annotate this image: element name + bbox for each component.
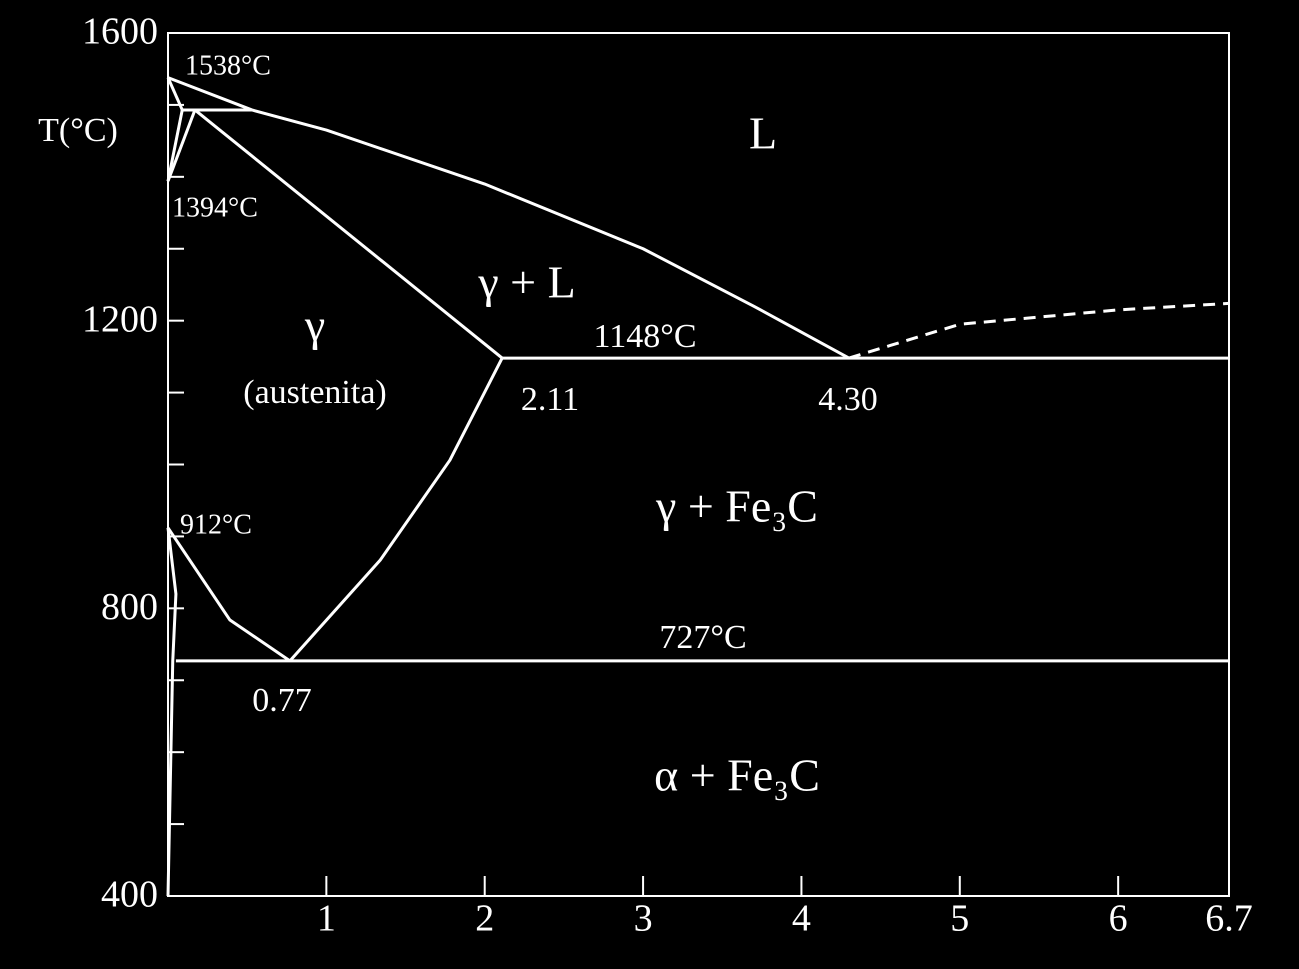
phase-boundary bbox=[166, 526, 291, 663]
phase-boundary bbox=[167, 76, 850, 360]
annotation: γ bbox=[304, 300, 325, 351]
x-tick-label: 1 bbox=[317, 898, 336, 940]
x-tick-label: 5 bbox=[950, 898, 969, 940]
x-tick-label: 2 bbox=[475, 898, 494, 940]
annotation: L bbox=[749, 108, 777, 159]
annotation: γ + Fe₃C bbox=[655, 481, 818, 532]
annotation: (austenita) bbox=[243, 374, 387, 411]
annotation: 2.11 bbox=[521, 381, 579, 418]
y-tick-label: 400 bbox=[101, 874, 158, 916]
phase-boundary bbox=[193, 108, 504, 360]
annotation: 1394°C bbox=[172, 192, 258, 223]
annotation: γ + L bbox=[477, 257, 575, 308]
y-axis-label: T(°C) bbox=[38, 112, 118, 149]
phase-boundary bbox=[166, 109, 197, 182]
phase-boundary bbox=[166, 76, 184, 111]
y-tick-label: 1600 bbox=[82, 11, 158, 53]
y-tick-label: 800 bbox=[101, 586, 158, 628]
phase-boundary bbox=[166, 527, 178, 897]
annotation: 1538°C bbox=[185, 50, 271, 81]
annotation: 4.30 bbox=[818, 381, 878, 418]
annotation: α + Fe₃C bbox=[654, 750, 820, 801]
annotation: 912°C bbox=[180, 509, 252, 540]
annotation: 727°C bbox=[659, 619, 746, 656]
x-tick-label: 6.7 bbox=[1205, 898, 1253, 940]
annotation: 0.77 bbox=[252, 682, 312, 719]
phase-boundary bbox=[288, 357, 504, 662]
annotation: 1148°C bbox=[593, 318, 696, 355]
phase-boundary bbox=[166, 109, 184, 182]
x-tick-label: 3 bbox=[634, 898, 653, 940]
x-tick-label: 6 bbox=[1109, 898, 1128, 940]
x-tick-label: 4 bbox=[792, 898, 811, 940]
y-tick-label: 1200 bbox=[82, 298, 158, 340]
phase-boundary bbox=[848, 301, 1230, 360]
